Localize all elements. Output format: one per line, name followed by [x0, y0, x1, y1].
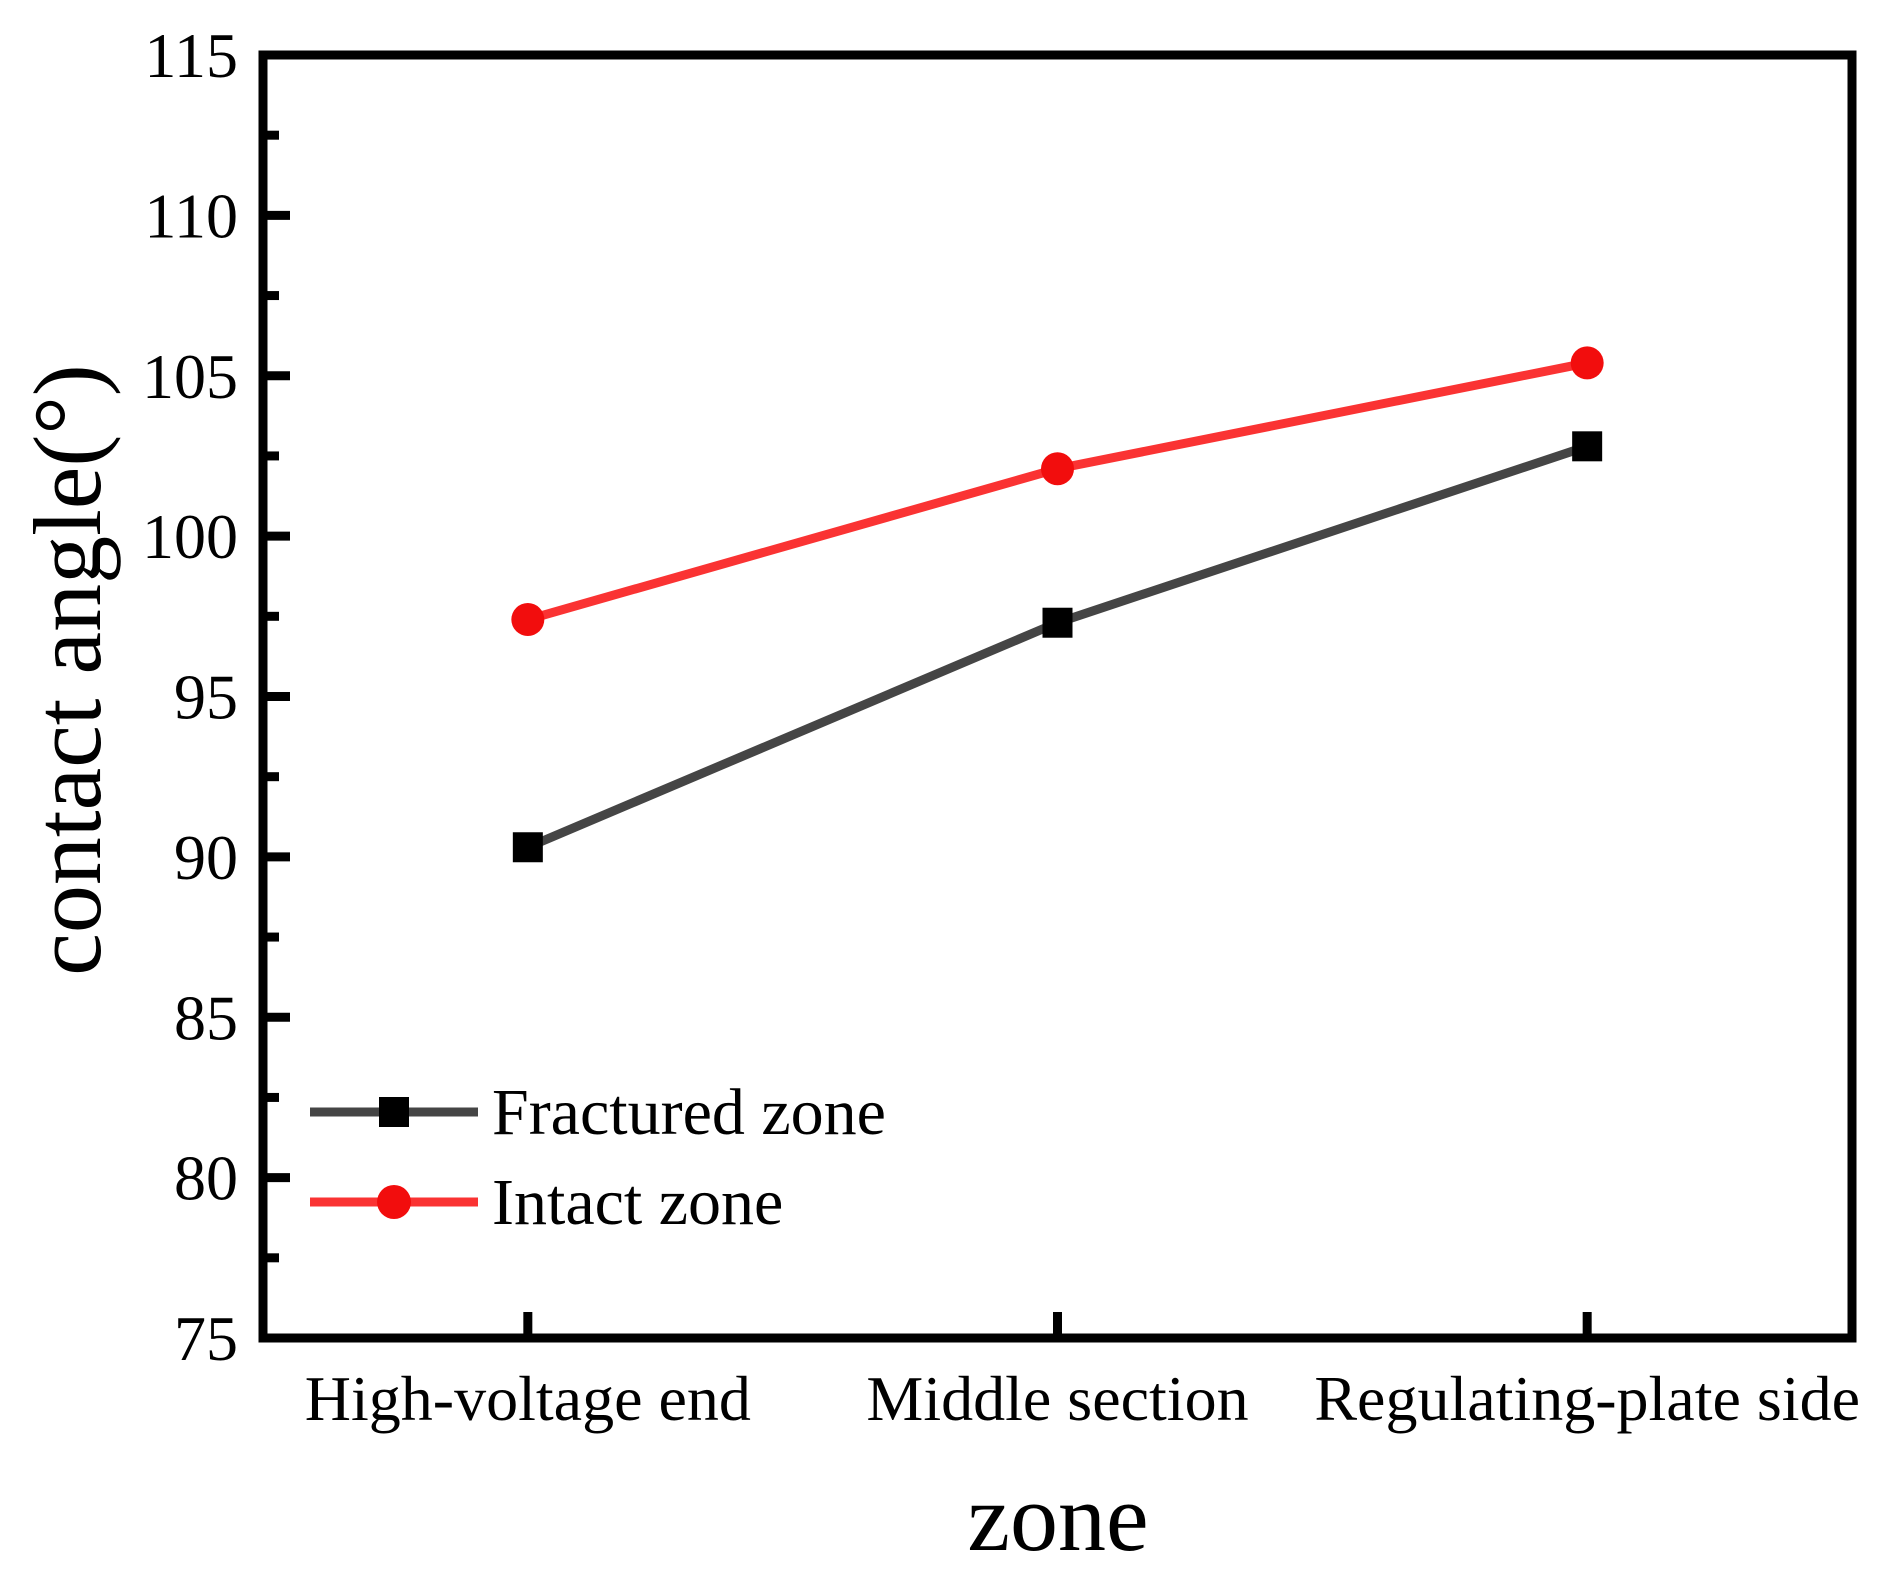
- y-tick-label: 100: [142, 501, 238, 572]
- y-tick-label: 115: [144, 20, 238, 91]
- x-tick-label: Regulating-plate side: [1314, 1363, 1860, 1434]
- x-tick-label: High-voltage end: [305, 1363, 751, 1434]
- legend: Fractured zone Intact zone: [310, 1076, 886, 1239]
- data-point-circle-marker: [511, 603, 545, 637]
- x-axis-title: zone: [967, 1464, 1148, 1571]
- data-point-circle-marker: [1570, 346, 1604, 380]
- y-tick-label: 110: [144, 180, 238, 251]
- y-tick-label: 85: [174, 982, 238, 1053]
- legend-circle-marker-icon: [377, 1185, 411, 1219]
- data-point-square-marker: [1042, 607, 1073, 638]
- y-tick-label: 90: [174, 822, 238, 893]
- data-point-square-marker: [1572, 431, 1603, 462]
- x-tick-label: Middle section: [866, 1363, 1248, 1434]
- series-line: [526, 442, 1589, 852]
- y-tick-label: 95: [174, 662, 238, 733]
- axis-ticks: 75 80 85 90 95 100 105 110 115 High-voltage end Mi…: [142, 20, 1860, 1434]
- legend-square-marker-icon: [379, 1097, 409, 1127]
- series-group: [511, 346, 1604, 863]
- legend-label: Intact zone: [492, 1166, 783, 1239]
- legend-item-fractured-zone: Fractured zone: [310, 1076, 886, 1149]
- y-axis-title: contact angle(°): [14, 364, 121, 975]
- series-line: [526, 358, 1589, 624]
- data-point-square-marker: [512, 832, 543, 863]
- y-tick-label: 80: [174, 1143, 238, 1214]
- legend-label: Fractured zone: [492, 1076, 886, 1149]
- y-tick-label: 105: [142, 341, 238, 412]
- y-tick-label: 75: [174, 1303, 238, 1374]
- data-point-circle-marker: [1041, 452, 1074, 486]
- legend-item-intact-zone: Intact zone: [310, 1166, 783, 1239]
